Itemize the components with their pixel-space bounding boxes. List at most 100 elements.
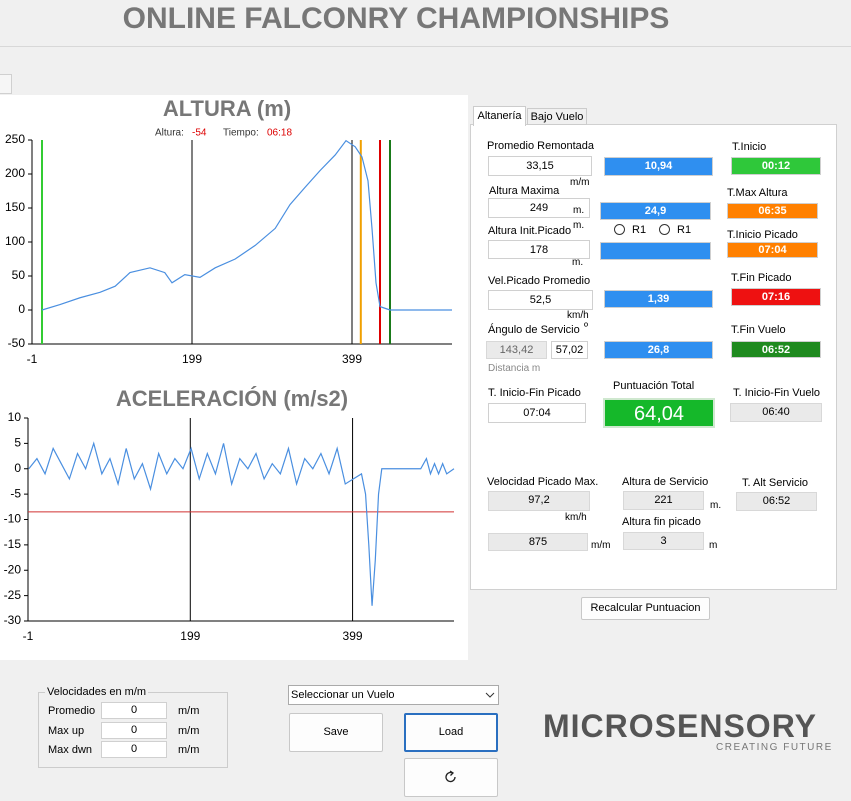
textbox[interactable]: 0: [101, 741, 167, 758]
textbox[interactable]: 0: [101, 702, 167, 719]
textbox[interactable]: 249: [488, 198, 590, 218]
aceleracion-chart: 10 5 0 -5 -10 -15 -20 -25 -30-1 199 399 ACELERACIÓN…: [4, 386, 455, 643]
unit: m/m: [178, 744, 200, 756]
textbox[interactable]: 57,02: [551, 341, 588, 359]
chevron: [485, 692, 495, 698]
time-box: 06:35: [727, 203, 818, 219]
x-tick-label: -1: [23, 629, 34, 643]
x-tick-label: 399: [343, 629, 363, 643]
unit: km/h: [567, 310, 589, 321]
label: T. Alt Servicio: [742, 477, 809, 489]
y-tick-label: 150: [5, 200, 25, 214]
radio-label[interactable]: R1: [632, 224, 647, 236]
y-tick-label: 0: [18, 302, 25, 316]
label: T.Fin Picado: [731, 272, 792, 284]
label: Promedio Remontada: [487, 140, 595, 152]
textbox: 143,42: [486, 341, 547, 359]
label: T.Max Altura: [727, 187, 788, 199]
textbox[interactable]: 0: [101, 722, 167, 739]
label: Max up: [48, 725, 85, 737]
readout-label: Tiempo:: [223, 128, 259, 139]
score-box: 10,94: [604, 157, 713, 176]
logo: MICROSENSORY: [543, 708, 817, 744]
unit: m/m: [591, 540, 611, 551]
label: Altura de Servicio: [622, 476, 709, 488]
time-box: 06:52: [731, 341, 821, 358]
total-score: 64,04: [603, 398, 715, 428]
textbox[interactable]: 33,15: [488, 156, 592, 176]
label: Puntuación Total: [613, 380, 695, 392]
logo-tagline: CREATING FUTURE: [716, 742, 833, 753]
time-box: 07:16: [731, 288, 821, 306]
textbox: 06:40: [730, 403, 822, 422]
radio[interactable]: [614, 224, 625, 235]
altura-chart: Altura: -54 Tiempo: 06:18 250 200 150 100 50 0 -50…: [5, 96, 452, 366]
score-box: 24,9: [600, 202, 711, 220]
unit: m.: [573, 205, 585, 216]
series-line: [28, 441, 455, 606]
x-tick-label: 399: [342, 352, 362, 366]
textbox: 875: [488, 533, 588, 551]
unit: m/m: [178, 705, 200, 717]
y-tick-label: 5: [14, 436, 21, 450]
y-tick-label: 200: [5, 166, 25, 180]
refresh-button[interactable]: [404, 758, 498, 797]
x-tick-label: -1: [27, 352, 38, 366]
y-tick-label: -5: [10, 486, 21, 500]
textbox[interactable]: 52,5: [488, 290, 593, 310]
series-line: [41, 139, 452, 311]
label: T. Inicio-Fin Picado: [488, 387, 581, 399]
tab[interactable]: Bajo Vuelo: [527, 108, 587, 125]
y-tick-label: -25: [4, 588, 22, 602]
textbox: 3: [623, 532, 704, 550]
unit: m: [709, 540, 718, 551]
label: T.Fin Vuelo: [731, 324, 786, 336]
textbox: 97,2: [488, 491, 590, 511]
label: T.Inicio Picado: [727, 229, 798, 241]
dropdown-text: Seleccionar un Vuelo: [291, 689, 395, 701]
score-box: [600, 242, 711, 260]
textbox: 06:52: [736, 492, 817, 511]
time-box: 00:12: [731, 157, 821, 175]
dropdown[interactable]: [288, 685, 499, 705]
tab-stub[interactable]: [0, 74, 12, 94]
textbox: 221: [623, 491, 704, 510]
y-tick-label: 50: [12, 268, 26, 282]
radio[interactable]: [659, 224, 670, 235]
chart-title: ACELERACIÓN (m/s2): [116, 386, 348, 411]
y-tick-label: -30: [4, 613, 22, 627]
x-tick-label: 199: [182, 352, 202, 366]
app-title: ONLINE FALCONRY CHAMPIONSHIPS: [122, 2, 670, 35]
tab[interactable]: Altanería: [473, 106, 526, 126]
y-tick-label: 10: [8, 410, 22, 424]
refresh-icon: [445, 770, 456, 783]
label: Altura fin picado: [622, 516, 701, 528]
label: Ángulo de Servicio: [488, 324, 580, 336]
label: Vel.Picado Promedio: [488, 275, 591, 287]
label: T.Inicio: [732, 141, 767, 153]
y-tick-label: 100: [5, 234, 25, 248]
note: Distancia m: [488, 363, 541, 374]
recalc-button[interactable]: Recalcular Puntuacion: [581, 597, 710, 620]
unit: m/m: [570, 177, 590, 188]
symbol: º: [584, 321, 589, 333]
divider: [0, 46, 851, 47]
textbox[interactable]: 07:04: [488, 403, 586, 423]
label: Max dwn: [48, 744, 93, 756]
score-box: 1,39: [604, 290, 713, 308]
textbox[interactable]: 178: [488, 240, 590, 259]
y-tick-label: -20: [4, 562, 22, 576]
group-title: Velocidades en m/m: [45, 686, 149, 698]
save-button[interactable]: Save: [289, 713, 383, 752]
load-button[interactable]: Load: [404, 713, 498, 752]
unit: m/m: [178, 725, 200, 737]
unit: m.: [573, 220, 585, 231]
unit: m.: [572, 257, 584, 268]
label: Altura Init.Picado: [488, 225, 572, 237]
readout-label: Altura:: [155, 128, 184, 139]
y-tick-label: 250: [5, 132, 25, 146]
readout-value: 06:18: [267, 128, 292, 139]
radio-label[interactable]: R1: [677, 224, 692, 236]
label: Velocidad Picado Max.: [487, 476, 599, 488]
